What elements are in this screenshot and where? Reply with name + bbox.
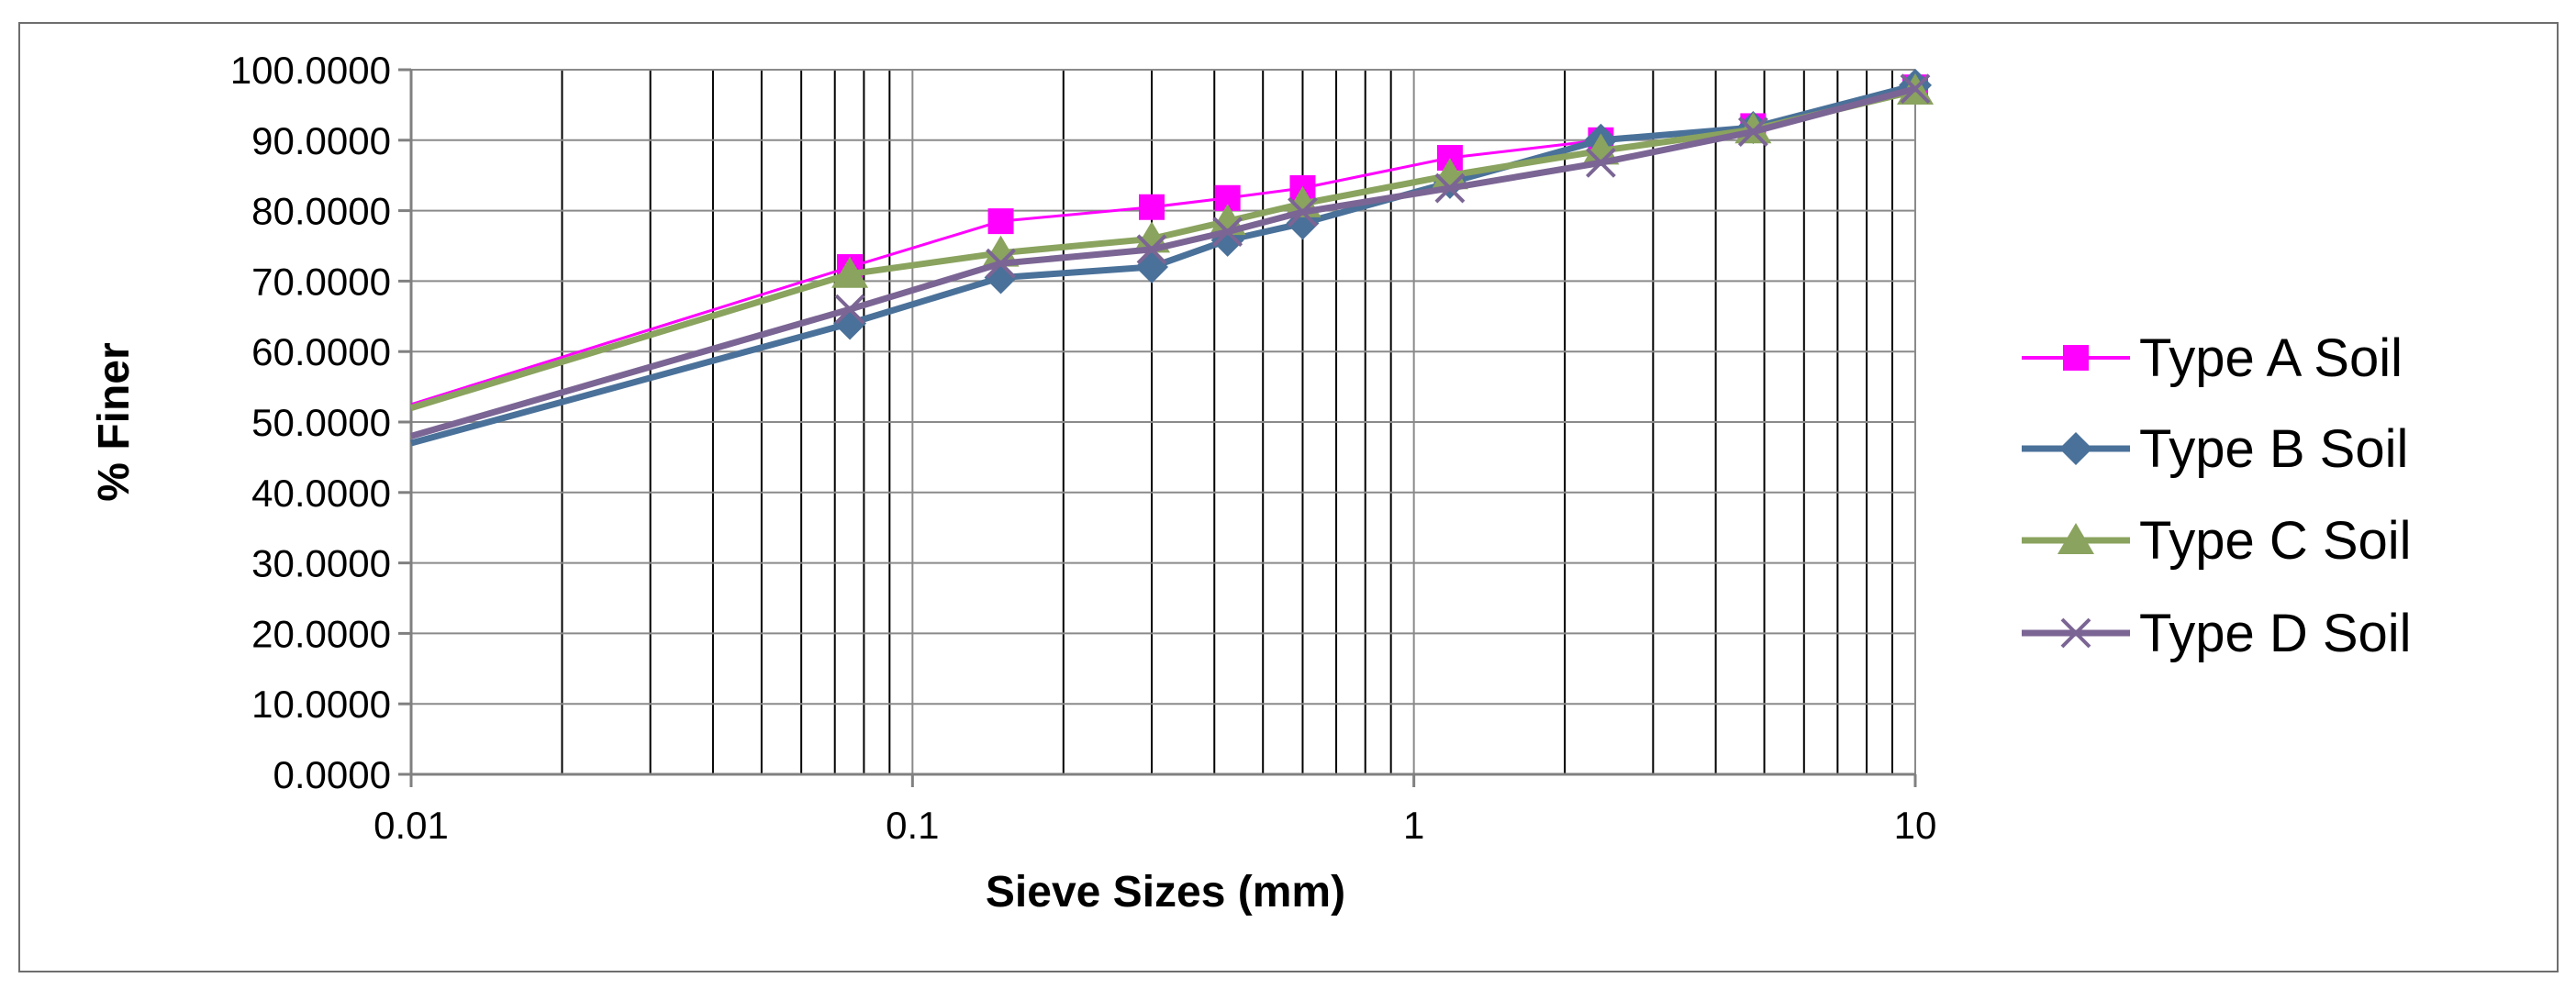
marker-stroke (1136, 234, 1167, 265)
x-tick-label: 10 (1894, 804, 1937, 847)
axes: 0.0000 10.0000 20.0000 30.0000 40.0000 50.000… (230, 49, 1937, 847)
legend-label: Type A Soil (2139, 328, 2403, 388)
marker-stroke (1585, 147, 1616, 178)
series-type-a-soil (410, 74, 1928, 406)
y-tick-label: 10.0000 (251, 683, 391, 726)
marker-stroke (1434, 172, 1466, 204)
x-axis-title: Sieve Sizes (mm) (986, 868, 1345, 917)
legend-item: Type D Soil (2022, 604, 2412, 663)
x-tick-label: 0.01 (374, 804, 449, 847)
x-tick-label: 1 (1403, 804, 1424, 847)
data-point (1737, 117, 1768, 147)
marker-stroke (834, 294, 865, 325)
legend-label: Type D Soil (2139, 604, 2412, 663)
y-tick-label: 40.0000 (251, 472, 391, 515)
data-point (1135, 250, 1169, 284)
data-point (1288, 196, 1318, 228)
legend-label: Type B Soil (2139, 419, 2408, 479)
series-line (410, 85, 1916, 439)
data-point (1585, 147, 1616, 178)
marker-stroke (1900, 73, 1931, 105)
data-point (834, 294, 865, 325)
data-point (1434, 172, 1466, 204)
y-tick-label: 100.0000 (230, 49, 391, 92)
series-type-b-soil (410, 68, 1932, 447)
data-point (982, 235, 1020, 267)
data-point (1900, 73, 1931, 105)
data-point (986, 248, 1016, 279)
y-tick-label: 70.0000 (251, 260, 391, 303)
data-point (1582, 133, 1620, 165)
x-tick-label: 0.1 (886, 804, 939, 847)
data-point (987, 208, 1014, 235)
marker-stroke (1212, 217, 1243, 248)
legend-marker (2059, 432, 2092, 465)
marker-stroke (986, 248, 1016, 279)
y-tick-label: 90.0000 (251, 119, 391, 162)
data-point (831, 256, 869, 288)
series-line (409, 87, 1916, 411)
y-axis-title: % Finer (90, 342, 139, 501)
marker-stroke (2060, 617, 2091, 649)
legend: Type A Soil Type B Soil Type C Soil Type D … (2022, 328, 2412, 663)
y-tick-label: 0.0000 (273, 753, 391, 796)
chart-frame (18, 22, 2559, 972)
series-type-d-soil (410, 73, 1931, 439)
legend-marker (2060, 617, 2091, 649)
data-point (1139, 194, 1165, 220)
axis-labels: Sieve Sizes (mm) % Finer (90, 342, 1345, 917)
legend-item: Type A Soil (2022, 328, 2403, 388)
y-tick-label: 60.0000 (251, 330, 391, 373)
y-tick-label: 80.0000 (251, 190, 391, 233)
data-point (1212, 217, 1243, 248)
data-point (1136, 234, 1167, 265)
series-line (410, 82, 1916, 447)
marker-stroke (1288, 196, 1318, 228)
series-type-c-soil (409, 73, 1934, 411)
plot-series (409, 68, 1934, 447)
y-tick-label: 30.0000 (251, 542, 391, 585)
legend-item: Type C Soil (2022, 511, 2412, 571)
legend-marker (2063, 345, 2089, 371)
y-tick-label: 20.0000 (251, 612, 391, 655)
marker-stroke (1737, 117, 1768, 147)
grid (411, 69, 1916, 774)
legend-marker (2057, 523, 2094, 554)
legend-label: Type C Soil (2139, 511, 2412, 571)
legend-item: Type B Soil (2022, 419, 2408, 479)
y-tick-label: 50.0000 (251, 401, 391, 444)
